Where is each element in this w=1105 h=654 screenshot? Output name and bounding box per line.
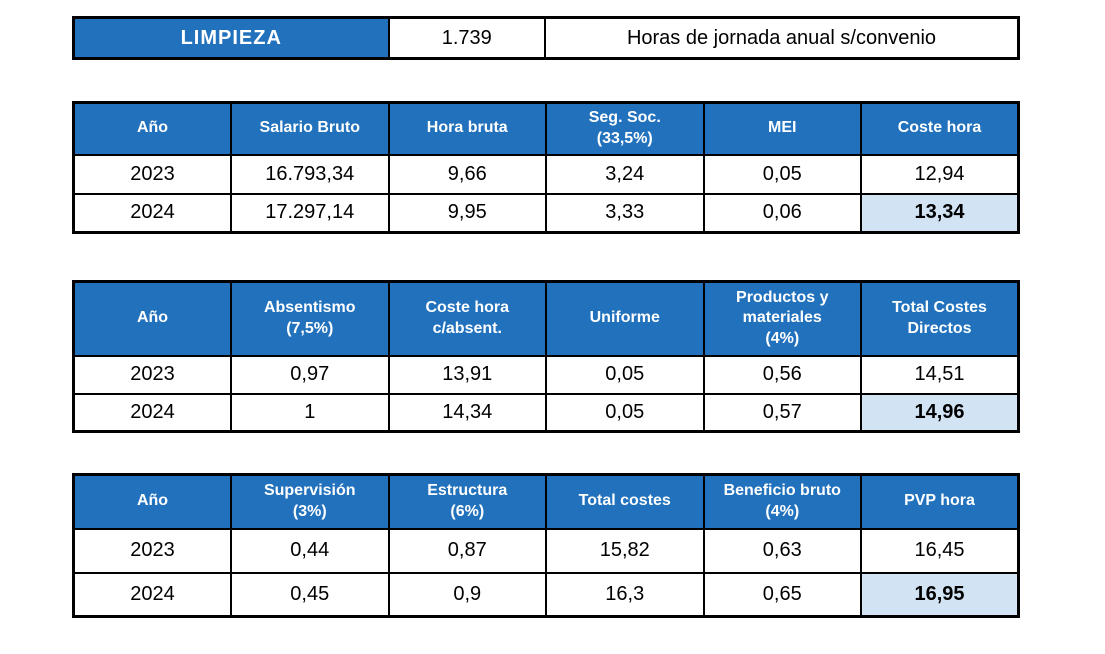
column-header: Uniforme <box>545 280 705 357</box>
highlighted-total-cell: 14,96 <box>860 392 1020 433</box>
value-cell: 3,33 <box>545 192 705 234</box>
value-cell: 16.793,34 <box>230 153 390 195</box>
year-cell: 2024 <box>72 392 232 433</box>
value-cell: 0,44 <box>230 527 390 574</box>
column-header: Coste hora c/absent. <box>387 280 547 357</box>
column-header: Beneficio bruto (4%) <box>702 473 862 530</box>
value-cell: 0,9 <box>387 571 547 618</box>
column-header: Estructura (6%) <box>387 473 547 530</box>
column-header: Total costes <box>545 473 705 530</box>
value-cell: 0,05 <box>545 354 705 395</box>
column-header: Salario Bruto <box>230 101 390 156</box>
value-cell: 9,66 <box>387 153 547 195</box>
annual-hours-cell: 1.739 <box>387 16 546 60</box>
year-cell: 2023 <box>72 153 232 195</box>
value-cell: 15,82 <box>545 527 705 574</box>
column-header: Total Costes Directos <box>860 280 1020 357</box>
year-cell: 2024 <box>72 571 232 618</box>
table-row: 2023 16.793,34 9,66 3,24 0,05 12,94 <box>72 153 1020 195</box>
category-cell: LIMPIEZA <box>72 16 390 60</box>
column-header: Coste hora <box>860 101 1020 156</box>
value-cell: 0,05 <box>545 392 705 433</box>
title-bar: LIMPIEZA 1.739 Horas de jornada anual s/… <box>72 16 1020 60</box>
highlighted-total-cell: 13,34 <box>860 192 1020 234</box>
table-row: 2024 1 14,34 0,05 0,57 14,96 <box>72 392 1020 433</box>
table-row: 2024 0,45 0,9 16,3 0,65 16,95 <box>72 571 1020 618</box>
column-header: Productos y materiales (4%) <box>702 280 862 357</box>
direct-costs-table: Año Absentismo (7,5%) Coste hora c/absent.… <box>72 280 1020 434</box>
value-cell: 12,94 <box>860 153 1020 195</box>
column-header: PVP hora <box>860 473 1020 530</box>
value-cell: 14,34 <box>387 392 547 433</box>
value-cell: 14,51 <box>860 354 1020 395</box>
value-cell: 9,95 <box>387 192 547 234</box>
header-row: Año Absentismo (7,5%) Coste hora c/absent.… <box>72 280 1020 357</box>
value-cell: 13,91 <box>387 354 547 395</box>
hours-description-cell: Horas de jornada anual s/convenio <box>543 16 1020 60</box>
value-cell: 0,87 <box>387 527 547 574</box>
header-row: Año Salario Bruto Hora bruta Seg. Soc. (33,… <box>72 101 1020 156</box>
column-header: Año <box>72 101 232 156</box>
value-cell: 0,56 <box>702 354 862 395</box>
value-cell: 1 <box>230 392 390 433</box>
value-cell: 0,97 <box>230 354 390 395</box>
hourly-cost-table: Año Salario Bruto Hora bruta Seg. Soc. (33,… <box>72 101 1020 235</box>
pvp-table: Año Supervisión (3%) Estructura (6%) Total … <box>72 473 1020 619</box>
value-cell: 0,06 <box>702 192 862 234</box>
value-cell: 16,45 <box>860 527 1020 574</box>
column-header: Seg. Soc. (33,5%) <box>545 101 705 156</box>
value-cell: 0,05 <box>702 153 862 195</box>
value-cell: 17.297,14 <box>230 192 390 234</box>
column-header: Año <box>72 473 232 530</box>
table-row: 2023 0,97 13,91 0,05 0,56 14,51 <box>72 354 1020 395</box>
value-cell: 0,45 <box>230 571 390 618</box>
highlighted-total-cell: 16,95 <box>860 571 1020 618</box>
table-row: 2023 0,44 0,87 15,82 0,63 16,45 <box>72 527 1020 574</box>
column-header: Supervisión (3%) <box>230 473 390 530</box>
column-header: Absentismo (7,5%) <box>230 280 390 357</box>
title-bar-row: LIMPIEZA 1.739 Horas de jornada anual s/… <box>72 16 1020 60</box>
column-header: Año <box>72 280 232 357</box>
value-cell: 16,3 <box>545 571 705 618</box>
year-cell: 2023 <box>72 354 232 395</box>
table-row: 2024 17.297,14 9,95 3,33 0,06 13,34 <box>72 192 1020 234</box>
value-cell: 0,63 <box>702 527 862 574</box>
header-row: Año Supervisión (3%) Estructura (6%) Total … <box>72 473 1020 530</box>
value-cell: 3,24 <box>545 153 705 195</box>
column-header: Hora bruta <box>387 101 547 156</box>
column-header: MEI <box>702 101 862 156</box>
year-cell: 2024 <box>72 192 232 234</box>
value-cell: 0,57 <box>702 392 862 433</box>
year-cell: 2023 <box>72 527 232 574</box>
value-cell: 0,65 <box>702 571 862 618</box>
